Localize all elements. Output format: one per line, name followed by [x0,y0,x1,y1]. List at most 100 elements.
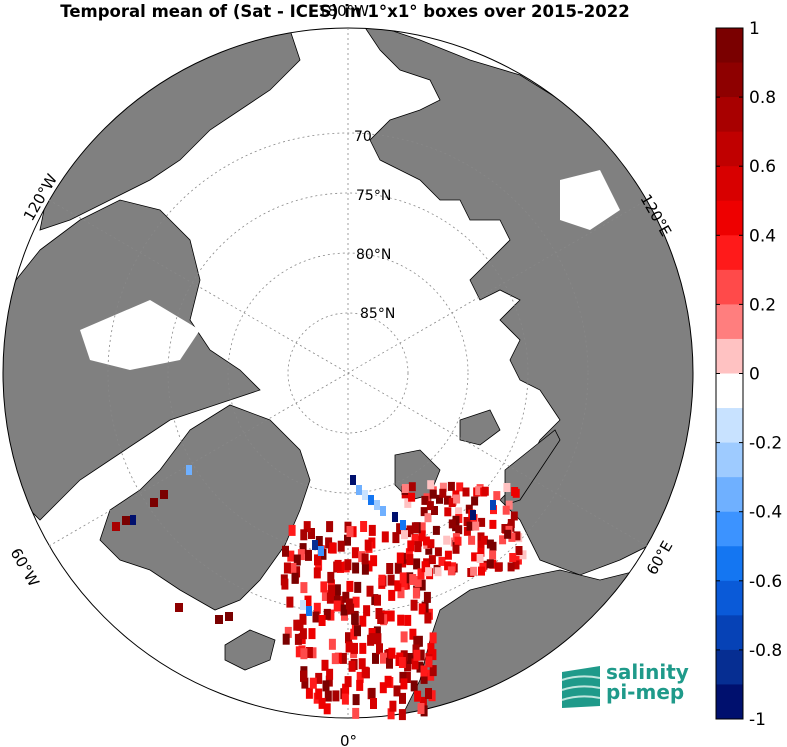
data-box [329,542,337,554]
data-box [324,690,332,702]
data-box [499,535,507,545]
data-box [321,659,329,671]
data-box [318,615,326,626]
data-box [309,677,317,689]
data-box [303,521,311,533]
data-box [300,648,308,660]
data-box [362,490,368,500]
data-box [286,596,294,608]
colorbar-cell [716,477,743,513]
data-box [361,666,369,678]
data-box [301,677,309,689]
data-box [471,496,479,506]
colorbar-cell [716,28,743,64]
data-box [374,633,382,645]
data-box [313,602,321,614]
data-box [315,536,323,547]
data-box [122,516,130,525]
colorbar-cell [716,235,743,271]
data-box [356,485,362,495]
data-box [312,540,318,550]
data-box [376,643,383,655]
data-box [513,531,521,541]
colorbar-cell [716,373,743,409]
data-box [340,604,348,616]
data-box [475,486,483,496]
colorbar-cells [716,28,743,720]
data-box [414,541,422,553]
data-box [379,682,387,694]
data-box [381,531,389,543]
colorbar-cell [716,97,743,133]
data-box [434,567,442,577]
data-box [503,483,511,492]
data-box [414,690,422,702]
data-box [493,491,501,501]
data-box [439,488,447,498]
data-box [417,649,425,661]
data-box [478,517,486,527]
data-box [413,558,421,570]
data-box [394,562,402,574]
data-box [424,513,432,523]
colorbar-cell [716,684,743,720]
data-box [378,574,386,586]
colorbar-cell [716,649,743,685]
data-box [356,679,364,691]
data-box [436,494,443,504]
data-box [409,628,417,640]
franz-josef-land [459,409,501,446]
data-box [403,672,411,683]
data-box [345,641,353,653]
data-box [282,545,289,557]
data-box [412,587,420,599]
data-box [429,489,437,499]
salinity-pi-mep-logo: salinity pi-mep [560,660,690,710]
colorbar-tick-label: 0.2 [749,295,776,315]
data-box [428,555,436,565]
lat-circle-85 [287,312,409,434]
data-box [420,507,428,517]
lon-label-0: 0° [340,732,357,747]
lat-label-75: 75°N [356,188,391,204]
data-box [281,578,289,590]
data-box [466,521,474,531]
data-box [431,506,438,515]
data-box [352,596,360,608]
data-box [421,495,429,505]
data-box [374,594,381,606]
data-box [512,560,520,570]
data-box [215,615,223,624]
data-box [452,515,460,525]
colorbar-cell [716,304,743,340]
lat-label-85: 85°N [360,306,395,322]
data-box [418,530,426,542]
data-box [486,539,494,549]
data-box [306,606,312,616]
data-box [341,693,349,705]
data-box [407,540,415,552]
data-box [429,632,437,644]
data-box [511,487,519,496]
data-box [444,561,452,571]
data-box [287,550,295,562]
data-box [444,550,452,560]
data-box [323,608,331,620]
data-box [502,505,510,515]
data-box [405,548,413,560]
data-box [448,519,456,529]
data-box [351,642,358,654]
data-box [471,552,479,562]
data-box [112,522,120,531]
data-box [315,672,323,684]
logo-line1: salinity [606,660,689,684]
data-box [346,580,354,592]
data-box [328,638,336,650]
data-box [370,555,378,567]
data-box [472,521,480,531]
data-box [443,535,451,545]
data-box [463,526,471,536]
lat-label-80: 80°N [356,247,391,263]
data-box [481,486,489,496]
data-box [489,519,497,529]
